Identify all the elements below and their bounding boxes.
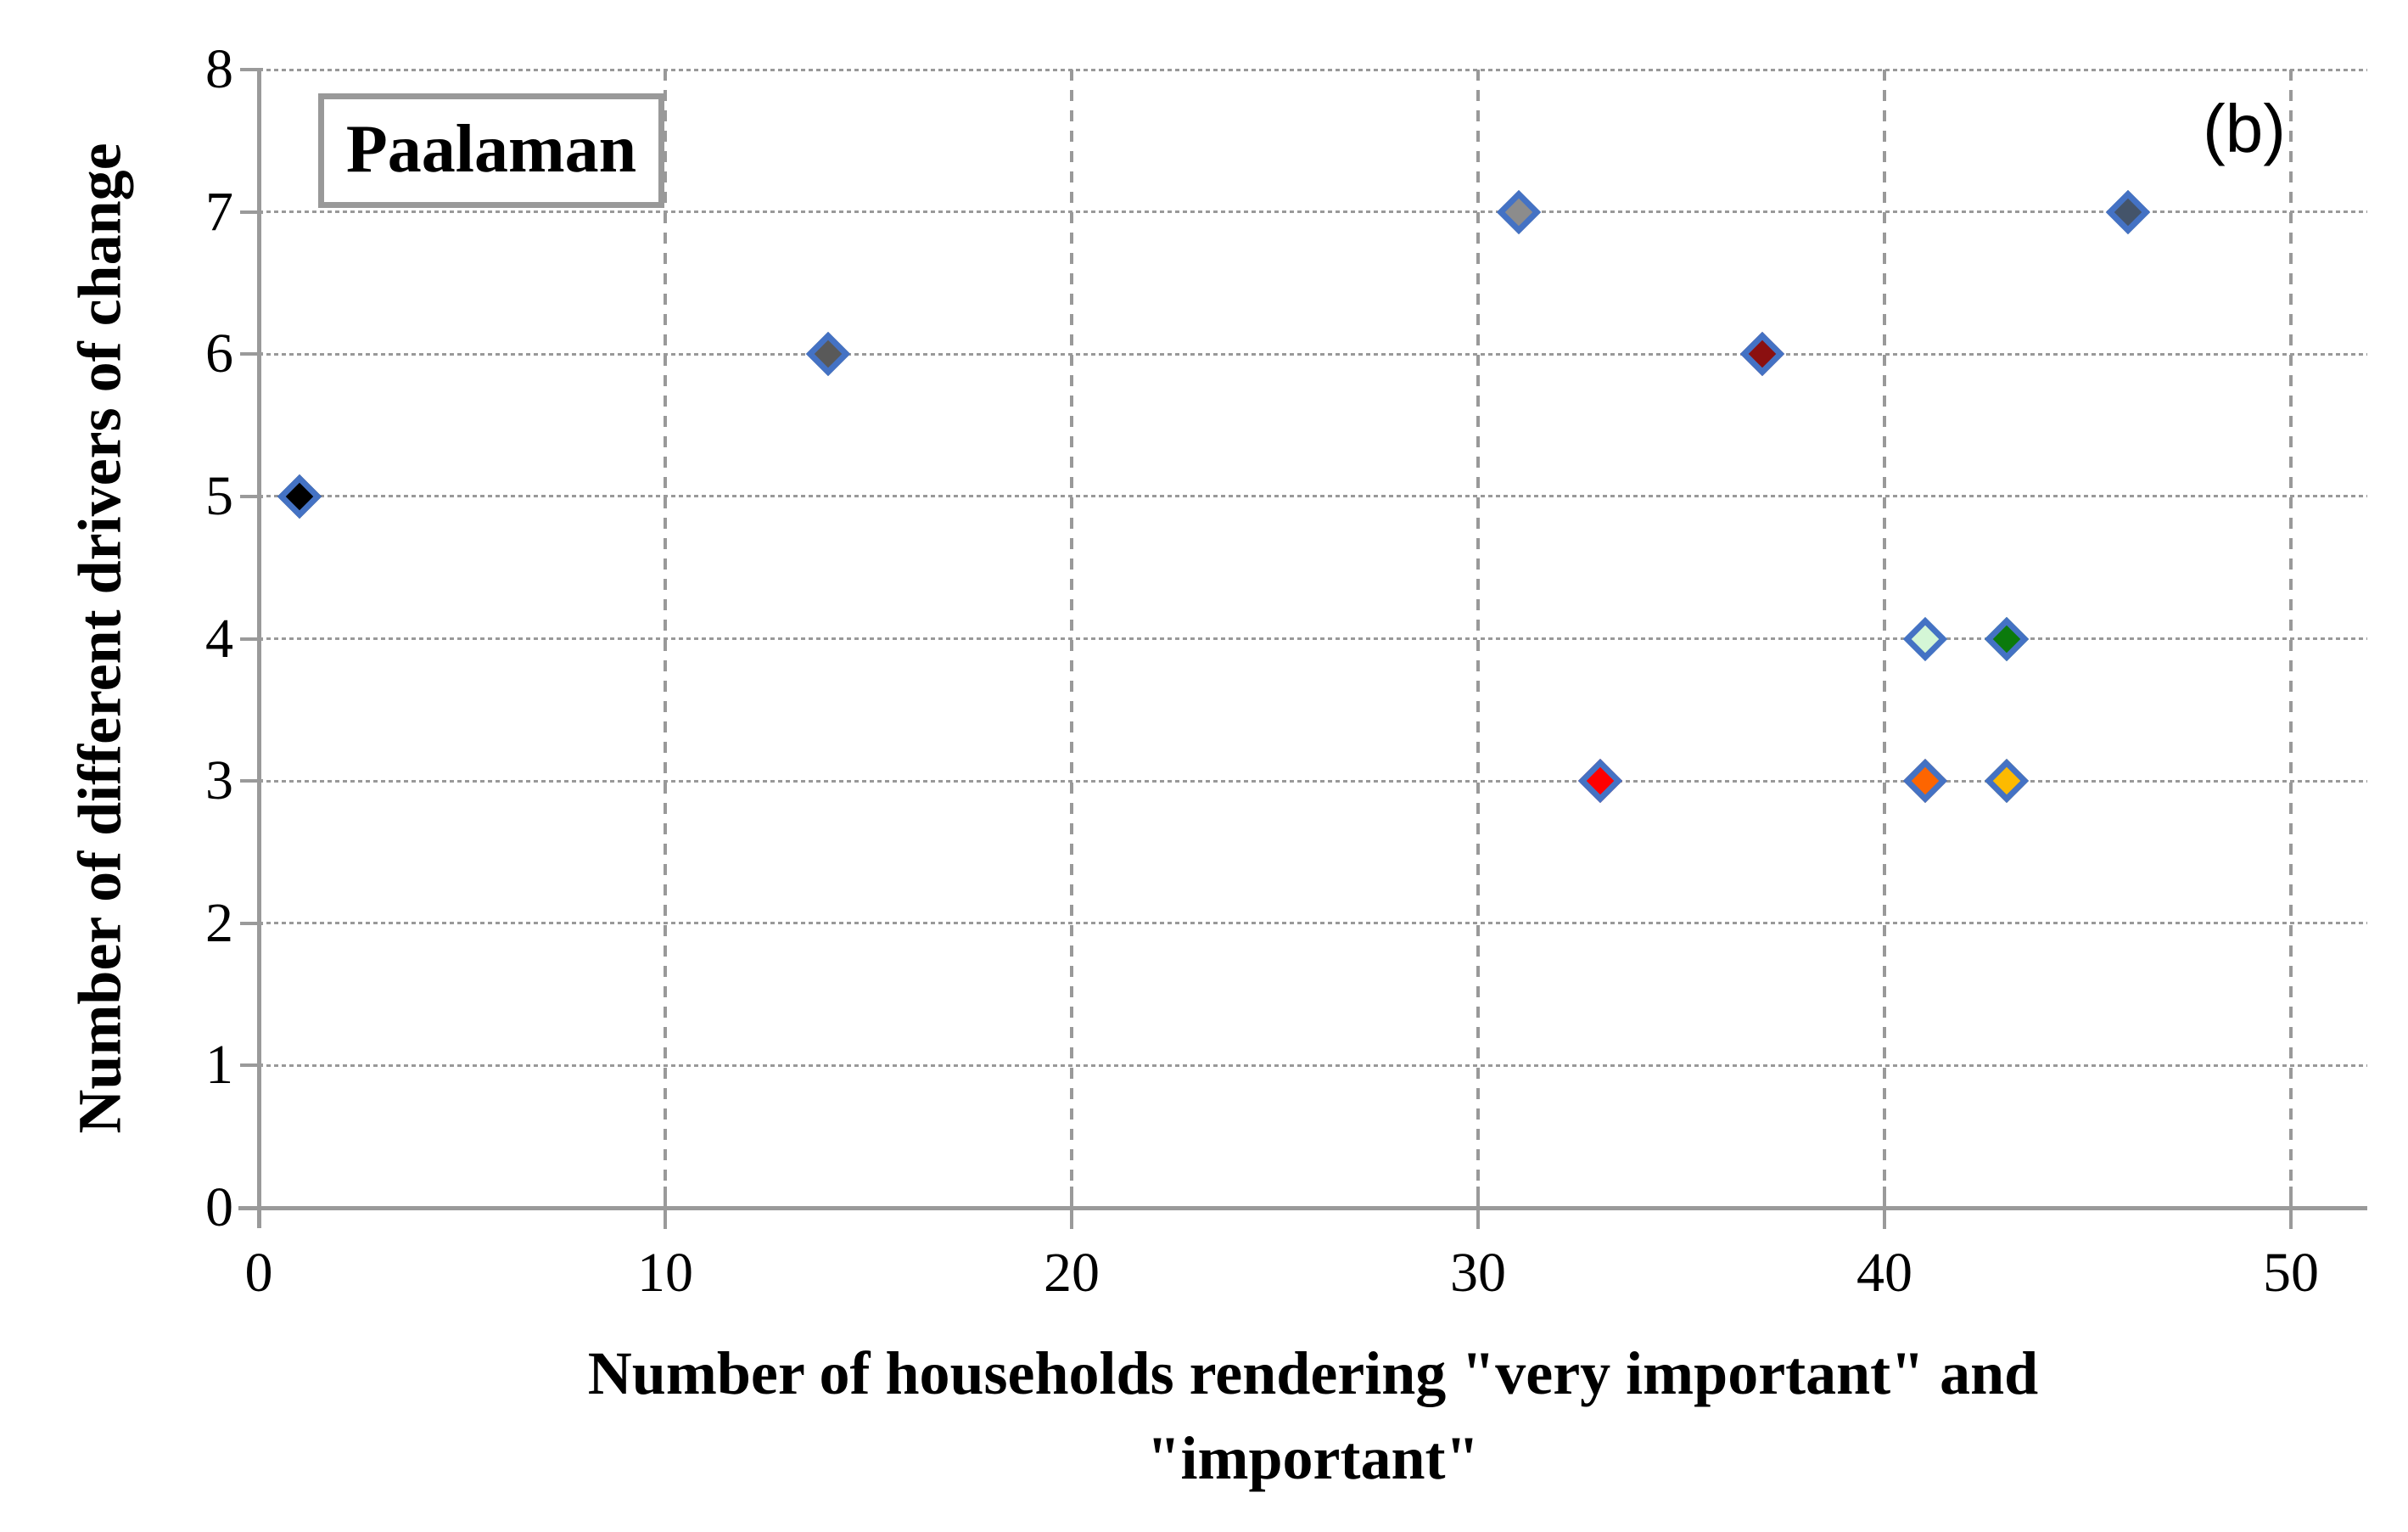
- y-tick-mark: [240, 779, 263, 783]
- x-tick-mark: [1883, 1187, 1886, 1229]
- y-tick-label: 7: [205, 180, 233, 243]
- y-tick-label: 3: [205, 749, 233, 812]
- horizontal-gridline: [259, 637, 2367, 640]
- data-point: [1496, 189, 1542, 234]
- horizontal-gridline: [259, 210, 2367, 214]
- data-point: [1577, 758, 1622, 804]
- x-axis-title-line2: "important": [1146, 1424, 1480, 1492]
- x-tick-mark: [664, 1187, 667, 1229]
- x-axis-title: Number of households rendering "very imp…: [259, 1331, 2367, 1501]
- horizontal-gridline: [259, 922, 2367, 925]
- vertical-gridline: [664, 70, 667, 1208]
- x-tick-mark: [1476, 1187, 1480, 1229]
- y-tick-label: 6: [205, 323, 233, 385]
- y-tick-label: 0: [205, 1176, 233, 1238]
- y-tick-mark: [240, 1063, 263, 1068]
- x-tick-label: 50: [2263, 1242, 2319, 1304]
- horizontal-gridline: [259, 779, 2367, 783]
- y-tick-mark: [240, 637, 263, 641]
- y-tick-label: 8: [205, 38, 233, 100]
- y-tick-mark: [240, 352, 263, 356]
- data-point: [1902, 758, 1948, 804]
- x-tick-mark: [2289, 1187, 2293, 1229]
- y-tick-mark: [240, 68, 263, 71]
- data-point: [2106, 189, 2151, 234]
- y-tick-mark: [240, 921, 263, 925]
- y-tick-mark: [240, 494, 263, 498]
- vertical-gridline: [1070, 70, 1073, 1208]
- horizontal-gridline: [259, 68, 2367, 71]
- vertical-gridline: [1883, 70, 1886, 1208]
- x-axis-line: [238, 1206, 2367, 1210]
- series-label: Paalaman: [345, 112, 637, 187]
- y-tick-label: 1: [205, 1034, 233, 1097]
- data-point: [1740, 332, 1785, 377]
- data-point: [1902, 616, 1948, 661]
- x-tick-label: 40: [1856, 1242, 1912, 1304]
- vertical-gridline: [1476, 70, 1480, 1208]
- y-tick-mark: [240, 210, 263, 214]
- x-tick-label: 10: [637, 1242, 693, 1304]
- data-point: [277, 474, 322, 519]
- x-tick-mark: [1070, 1187, 1073, 1229]
- x-tick-label: 30: [1450, 1242, 1506, 1304]
- data-point: [805, 332, 850, 377]
- y-tick-label: 4: [205, 607, 233, 670]
- x-tick-label: 20: [1044, 1242, 1100, 1304]
- series-label-box: Paalaman: [318, 93, 664, 208]
- horizontal-gridline: [259, 495, 2367, 498]
- y-tick-label: 5: [205, 464, 233, 527]
- y-tick-label: 2: [205, 891, 233, 954]
- horizontal-gridline: [259, 352, 2367, 356]
- data-point: [1984, 616, 2029, 661]
- x-tick-label: 0: [244, 1242, 273, 1304]
- vertical-gridline: [2289, 70, 2293, 1208]
- horizontal-gridline: [259, 1063, 2367, 1067]
- data-point: [1984, 758, 2029, 804]
- panel-label: (b): [2203, 91, 2286, 166]
- y-axis-title: Number of different drivers of change: [65, 143, 134, 1134]
- y-axis-line: [257, 70, 261, 1228]
- y-tick-mark: [240, 1206, 263, 1209]
- x-axis-title-line1: Number of households rendering "very imp…: [587, 1339, 2039, 1407]
